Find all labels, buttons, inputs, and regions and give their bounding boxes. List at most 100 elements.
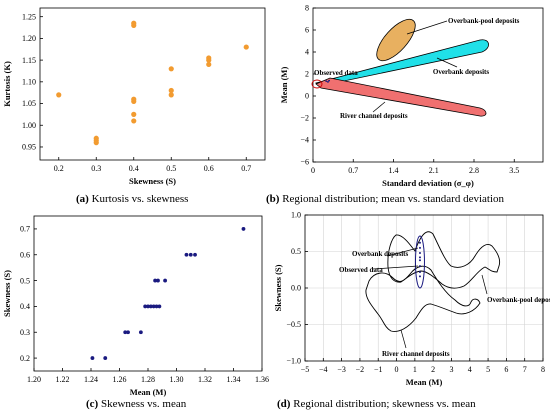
chart-skewness-vs-mean: 1.20 1.22 1.24 1.26 1.28 1.30 1.32 1.34 1.36 0.2 0… <box>2 215 269 397</box>
caption-d-tag: (d) <box>277 398 291 410</box>
x-tick-label: 3 <box>449 365 453 374</box>
caption-d-text: Regional distribution; skewness vs. mean <box>293 398 476 410</box>
data-point <box>157 304 162 309</box>
caption-a-tag: (a) <box>76 193 89 205</box>
river-channel-region <box>365 265 481 332</box>
x-tick-label: 0.5 <box>166 164 176 173</box>
x-tick-label: 0.2 <box>54 164 64 173</box>
overbank-leader <box>436 57 458 68</box>
river-channel-leader <box>372 101 386 113</box>
panel-b: 0 0.7 1.4 2.1 2.8 3.5 −6 −4 −2 0 2 4 6 8 Standard devi… <box>266 0 550 208</box>
data-point <box>146 304 150 309</box>
observed-point <box>418 275 421 278</box>
overbank-leader <box>386 247 419 257</box>
x-tick-label: −3 <box>337 365 346 374</box>
observed-point <box>418 241 421 244</box>
observed-point <box>418 246 421 249</box>
x-tick-label: −2 <box>356 365 365 374</box>
x-tick-label: 0.6 <box>204 164 214 173</box>
river-channel-region <box>315 77 487 117</box>
x-tick-label: 2 <box>431 365 435 374</box>
data-point <box>90 356 95 360</box>
x-tick-label: 5 <box>486 365 490 374</box>
y-tick-label: 1.20 <box>22 34 36 43</box>
caption-c: (c) Skewness vs. mean <box>86 398 186 410</box>
data-point <box>131 118 137 124</box>
y-tick-label: 1.0 <box>291 211 301 220</box>
panel-a: 0.2 0.3 0.4 0.5 0.6 0.7 0.95 1.00 1.05 1.10 1.15 1.… <box>0 0 275 208</box>
observed-point <box>327 81 329 83</box>
data-point <box>193 252 197 257</box>
x-tick-label: 3.5 <box>509 166 519 175</box>
data-point <box>206 61 212 68</box>
x-tick-label: 1.32 <box>198 375 212 384</box>
y-tick-label: −2 <box>300 114 309 123</box>
x-tick-label: 1.4 <box>389 166 399 175</box>
x-tick-label: 1.22 <box>56 375 70 384</box>
data-point <box>156 278 160 283</box>
y-tick-label: −1.0 <box>286 357 301 366</box>
plot-frame <box>312 7 544 163</box>
caption-b: (b) Regional distribution; mean vs. stan… <box>266 193 504 205</box>
y-tick-label: 2 <box>305 70 309 79</box>
overbank-region <box>315 39 489 87</box>
x-axis-label: Mean (M) <box>130 387 167 397</box>
river-channel-label: River channel deposits <box>340 112 408 120</box>
observed-point <box>325 80 328 83</box>
overbank-label: Overbank deposits <box>433 68 489 76</box>
y-tick-label: 1.00 <box>22 121 36 130</box>
data-point <box>143 304 148 309</box>
y-tick-label: 0.2 <box>20 354 30 363</box>
y-tick-label: −0.5 <box>286 320 301 329</box>
river-channel-leader <box>400 329 407 349</box>
x-tick-label: 1.30 <box>170 375 184 384</box>
y-tick-label: 0.3 <box>20 328 30 337</box>
y-axis-label: Skewness (S) <box>273 264 283 311</box>
data-point <box>241 227 246 231</box>
x-tick-label: 0 <box>311 166 315 175</box>
x-tick-label: −1 <box>374 365 383 374</box>
caption-b-tag: (b) <box>266 193 280 205</box>
x-tick-label: 2.1 <box>429 166 439 175</box>
data-point <box>56 92 62 98</box>
data-point <box>168 66 174 72</box>
overbank-pool-region <box>376 18 416 62</box>
data-point <box>131 22 137 28</box>
x-tick-label: 1.28 <box>141 375 155 384</box>
y-axis-label: Skewness (S) <box>2 270 12 317</box>
panel-d: −5 −4 −3 −2 −1 0 1 2 3 4 5 6 7 8 −1.0 −0.5 0.0 0.5 1.0 Mean… <box>273 208 550 416</box>
data-point <box>123 330 128 335</box>
x-tick-label: 0.7 <box>241 164 251 173</box>
x-tick-label: 1.34 <box>227 375 241 384</box>
chart-mean-vs-std: 0 0.7 1.4 2.1 2.8 3.5 −6 −4 −2 0 2 4 6 8 Standard devi… <box>279 4 544 188</box>
caption-c-tag: (c) <box>86 398 99 410</box>
x-tick-label: 0.4 <box>129 164 139 173</box>
x-tick-label: 0.3 <box>91 164 101 173</box>
y-tick-label: −4 <box>300 136 309 145</box>
overbank-pool-leader <box>406 20 448 35</box>
x-tick-label: 2.8 <box>469 166 479 175</box>
chart-regional-skewness-vs-mean: −5 −4 −3 −2 −1 0 1 2 3 4 5 6 7 8 −1.0 −0.5 0.0 0.5 1.0 Mean… <box>273 211 550 387</box>
overbank-pool-label: Overbank-pool deposits <box>448 17 520 25</box>
y-tick-label: 0.0 <box>291 284 301 293</box>
data-point <box>163 278 168 283</box>
data-point <box>243 44 249 50</box>
observed-point <box>418 256 421 259</box>
data-point <box>93 140 99 146</box>
y-tick-label: 6 <box>305 26 309 35</box>
x-tick-label: 1.36 <box>255 375 269 384</box>
data-point <box>138 330 143 335</box>
observed-data-leader <box>372 265 418 270</box>
data-point <box>103 356 108 360</box>
observed-point <box>418 251 421 254</box>
caption-a-text: Kurtosis vs. skewness <box>91 193 189 205</box>
y-tick-label: 0.5 <box>291 247 301 256</box>
observed-point <box>418 270 421 273</box>
data-point <box>131 111 137 117</box>
river-channel-label: River channel deposits <box>382 350 450 358</box>
plot-frame <box>39 7 266 161</box>
data-point <box>168 87 174 94</box>
y-tick-label: 0.5 <box>20 276 30 285</box>
observed-data-label: Observed data <box>339 266 383 274</box>
x-tick-label: 6 <box>504 365 508 374</box>
